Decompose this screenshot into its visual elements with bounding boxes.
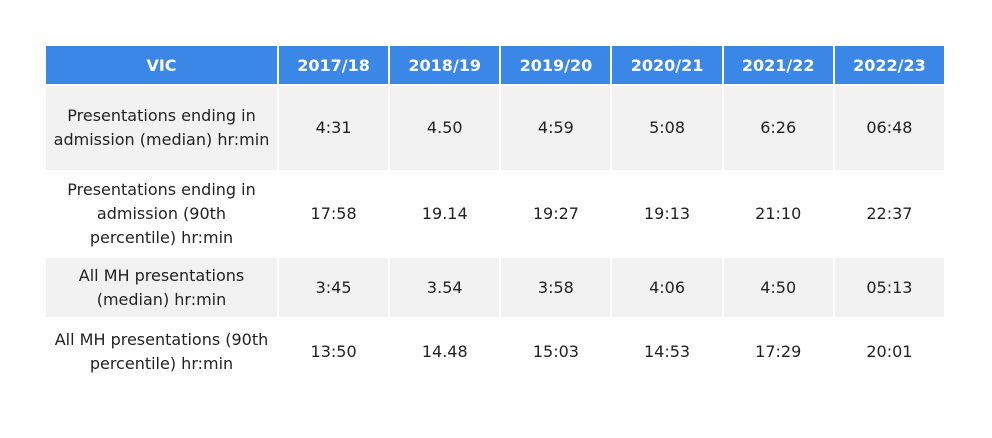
table-cell: 14.48 — [421, 341, 468, 361]
table-cell: 17:58 — [310, 204, 357, 223]
header-cell: 2017/18 — [279, 46, 389, 84]
table-row: All MH presentations (median) hr:min 3:45… — [46, 258, 944, 317]
row-label: Presentations ending in admission (90th … — [67, 180, 256, 247]
table-cell: 19.14 — [421, 204, 468, 223]
table-cell: 13:50 — [310, 341, 357, 361]
table-cell: 4:50 — [723, 258, 833, 317]
table-cell: 5:08 — [612, 86, 722, 170]
table-cell: 22:37 — [866, 204, 913, 223]
table-cell: 14:53 — [643, 341, 691, 361]
table-cell: 4:31 — [279, 86, 389, 170]
table-row: Presentations ending in admission (media… — [46, 86, 944, 170]
row-label: Presentations ending in admission (media… — [46, 86, 277, 170]
data-table: VIC 2017/18 2018/19 2019/20 2020/21 2021/22 20… — [44, 44, 946, 386]
table-row: All MH presentations (90th percentile) h… — [46, 319, 944, 384]
table-cell: 3:58 — [501, 258, 611, 317]
table-cell: 19:13 — [643, 204, 691, 223]
header-cell: VIC — [46, 46, 277, 84]
table-row: Presentations ending in admission (90th … — [46, 172, 944, 256]
table-cell: 4:59 — [501, 86, 611, 170]
header-row: VIC 2017/18 2018/19 2019/20 2020/21 2021/22 20… — [46, 46, 944, 84]
table-cell: 20:01 — [866, 341, 913, 361]
table-cell: 05:13 — [834, 258, 944, 317]
row-label: All MH presentations (median) hr:min — [46, 258, 277, 317]
table-cell: 4.50 — [390, 86, 500, 170]
table-cell: 21:10 — [755, 204, 802, 223]
table-cell: 3:45 — [279, 258, 389, 317]
header-cell: 2018/19 — [390, 46, 500, 84]
header-cell: 2019/20 — [501, 46, 611, 84]
header-cell: 2022/23 — [834, 46, 944, 84]
table-cell: 19:27 — [532, 204, 579, 223]
header-cell: 2021/22 — [723, 46, 833, 84]
table-cell: 6:26 — [723, 86, 833, 170]
header-cell: 2020/21 — [612, 46, 722, 84]
table-cell: 3.54 — [390, 258, 500, 317]
table-cell: 17:29 — [755, 341, 802, 361]
table-cell: 15:03 — [532, 341, 579, 361]
table-cell: 4:06 — [612, 258, 722, 317]
row-label: All MH presentations (90th percentile) h… — [54, 329, 269, 373]
table-cell: 06:48 — [834, 86, 944, 170]
